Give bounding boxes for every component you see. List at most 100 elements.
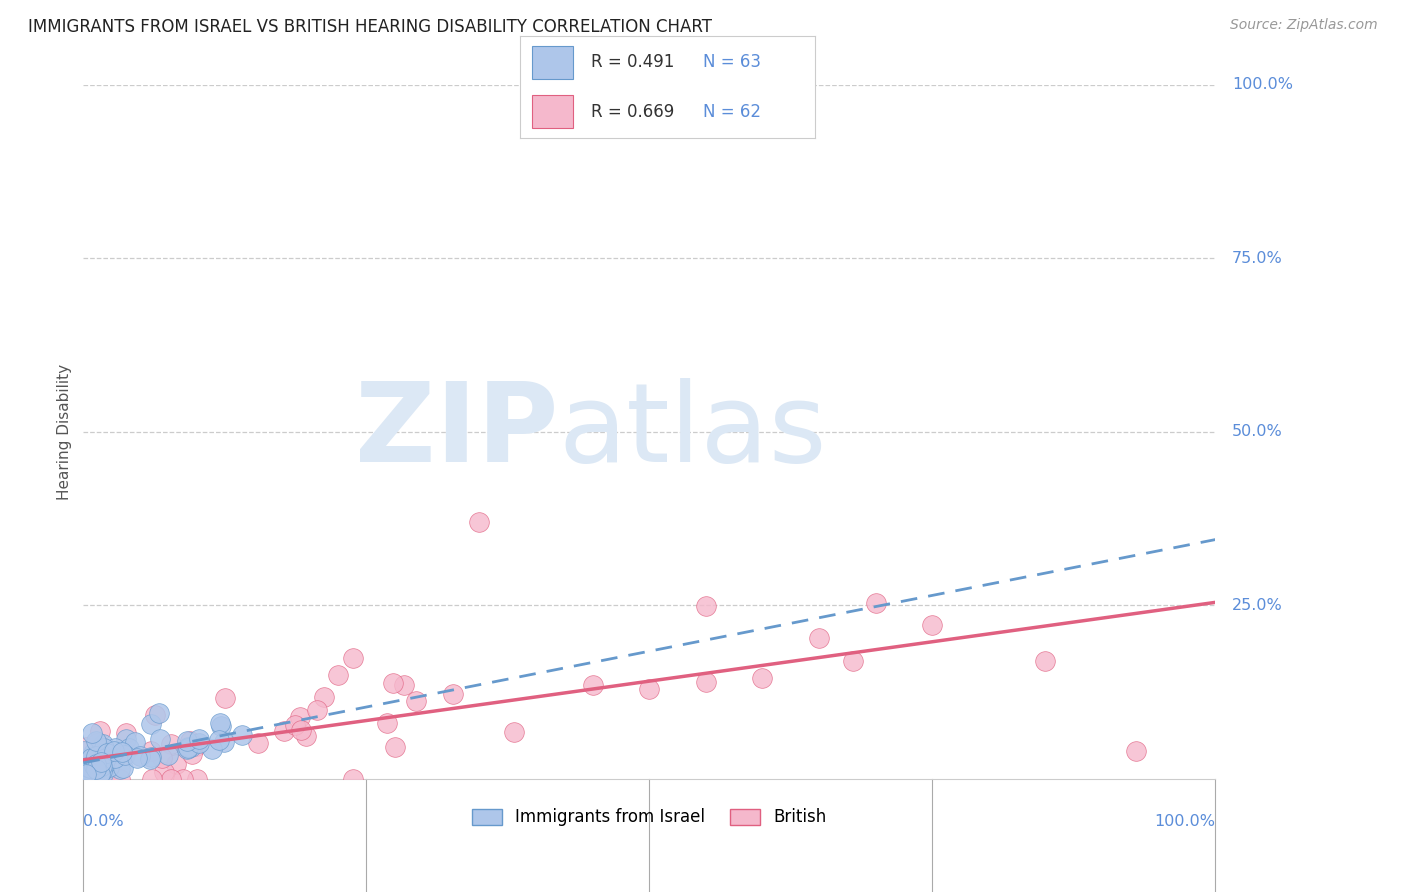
- Y-axis label: Hearing Disability: Hearing Disability: [58, 364, 72, 500]
- Point: [751, 671, 773, 685]
- Text: atlas: atlas: [558, 378, 827, 485]
- Point: [90, 759, 112, 773]
- Point: [86, 748, 108, 763]
- Point: [247, 735, 270, 749]
- Text: 0.0%: 0.0%: [83, 814, 124, 829]
- Point: [176, 739, 198, 754]
- Point: [112, 748, 135, 763]
- Point: [384, 740, 406, 755]
- Point: [209, 716, 232, 731]
- Point: [82, 746, 104, 760]
- Point: [157, 748, 180, 763]
- Point: [111, 746, 134, 760]
- Point: [209, 719, 232, 733]
- Point: [73, 744, 96, 758]
- Point: [141, 749, 163, 764]
- Point: [180, 740, 202, 755]
- Text: R = 0.491: R = 0.491: [591, 54, 675, 71]
- Point: [152, 750, 174, 764]
- Point: [149, 732, 172, 747]
- Point: [160, 738, 183, 752]
- Point: [103, 751, 125, 765]
- Point: [141, 717, 163, 731]
- Point: [83, 772, 105, 786]
- Point: [91, 764, 114, 778]
- Point: [176, 742, 198, 756]
- Point: [104, 741, 127, 756]
- FancyBboxPatch shape: [531, 46, 574, 78]
- Point: [75, 739, 97, 754]
- Point: [98, 759, 121, 773]
- Point: [231, 727, 253, 741]
- Point: [91, 766, 114, 780]
- Point: [129, 749, 152, 764]
- Point: [90, 758, 112, 772]
- Point: [160, 772, 183, 786]
- Point: [181, 747, 204, 762]
- Text: 100.0%: 100.0%: [1154, 814, 1215, 829]
- Point: [295, 729, 318, 743]
- Text: Source: ZipAtlas.com: Source: ZipAtlas.com: [1230, 18, 1378, 32]
- Point: [93, 772, 115, 786]
- Point: [143, 707, 166, 722]
- Point: [1125, 744, 1147, 758]
- Point: [141, 772, 163, 786]
- Point: [172, 772, 194, 786]
- Point: [103, 744, 125, 758]
- Point: [94, 753, 117, 767]
- Point: [84, 751, 107, 765]
- Text: N = 63: N = 63: [703, 54, 761, 71]
- Point: [89, 756, 111, 771]
- Point: [124, 735, 146, 749]
- Point: [153, 764, 176, 779]
- Point: [177, 741, 200, 756]
- Point: [273, 724, 295, 739]
- Point: [84, 756, 107, 771]
- Point: [305, 703, 328, 717]
- Point: [115, 726, 138, 740]
- Point: [86, 762, 108, 776]
- Point: [638, 682, 661, 697]
- Point: [212, 735, 235, 749]
- Point: [93, 741, 115, 756]
- Point: [75, 767, 97, 781]
- Text: 100.0%: 100.0%: [1232, 78, 1294, 93]
- Point: [695, 599, 717, 614]
- Point: [392, 678, 415, 692]
- Point: [98, 772, 121, 786]
- Point: [75, 765, 97, 780]
- Point: [83, 759, 105, 773]
- Point: [582, 678, 605, 692]
- Point: [208, 732, 231, 747]
- Point: [326, 667, 349, 681]
- Point: [89, 746, 111, 760]
- Point: [108, 762, 131, 776]
- Text: 75.0%: 75.0%: [1232, 251, 1282, 266]
- Point: [76, 759, 98, 773]
- Point: [186, 772, 208, 786]
- Point: [141, 744, 163, 758]
- Point: [115, 732, 138, 747]
- Point: [82, 726, 104, 740]
- Point: [94, 756, 117, 770]
- Point: [82, 749, 104, 764]
- Point: [86, 753, 108, 767]
- Point: [93, 772, 115, 786]
- Point: [79, 760, 101, 774]
- Text: 50.0%: 50.0%: [1232, 425, 1282, 440]
- Point: [84, 734, 107, 748]
- Point: [83, 772, 105, 786]
- Point: [468, 515, 491, 529]
- Point: [127, 751, 149, 765]
- Text: ZIP: ZIP: [356, 378, 558, 485]
- Point: [342, 772, 364, 786]
- Point: [201, 742, 224, 756]
- Point: [695, 674, 717, 689]
- Point: [90, 763, 112, 777]
- Point: [79, 758, 101, 772]
- Point: [441, 687, 464, 701]
- Point: [176, 734, 198, 748]
- Point: [184, 739, 207, 753]
- Point: [342, 651, 364, 665]
- Point: [89, 767, 111, 781]
